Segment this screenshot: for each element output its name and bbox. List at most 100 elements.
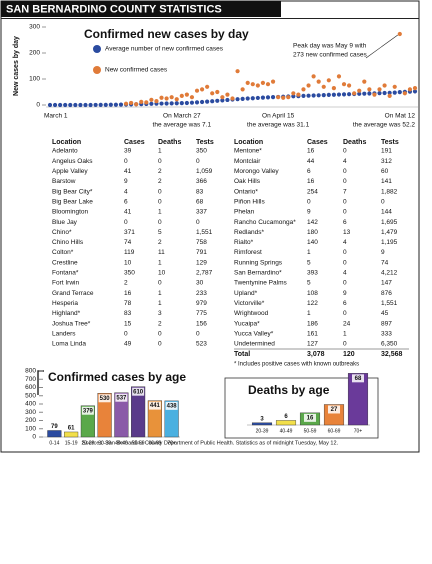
x-tick-label: On Mat 12 <box>385 113 416 120</box>
point <box>352 91 357 96</box>
point <box>326 78 331 83</box>
cell: 1 <box>158 300 162 307</box>
point <box>326 92 331 98</box>
cell: Yucaipa* <box>234 320 260 327</box>
x-tick-label: March 1 <box>44 113 68 120</box>
point <box>194 88 200 93</box>
x-tick-label: On March 27 <box>163 113 201 120</box>
point <box>336 74 342 79</box>
annotation: the average was 7.1 <box>153 122 212 129</box>
cell: Undetermined <box>234 341 275 348</box>
y-tick-label: 300 <box>29 24 40 31</box>
cell: 0 <box>124 219 128 226</box>
point <box>118 102 124 107</box>
cell: Rimforest <box>234 249 262 256</box>
y-tick-label: 200 <box>25 417 36 424</box>
bracket <box>37 370 44 395</box>
point <box>286 95 291 100</box>
point <box>88 102 93 108</box>
value-label: 68 <box>355 376 362 382</box>
cell: Barstow <box>52 178 76 185</box>
point <box>245 96 250 101</box>
point <box>281 95 286 100</box>
cell: Phelan <box>234 209 255 216</box>
cell: 0 <box>196 158 200 165</box>
cell: 791 <box>196 249 207 256</box>
column-header: Location <box>52 139 81 146</box>
point <box>205 84 210 89</box>
column-header: Cases <box>124 139 145 146</box>
point <box>331 92 336 97</box>
cell: 0 <box>158 188 162 195</box>
cell: 254 <box>307 188 318 195</box>
cell: 2,787 <box>196 270 213 277</box>
point <box>179 93 184 98</box>
point <box>154 99 159 104</box>
point <box>73 102 78 108</box>
point <box>341 82 347 87</box>
legend-dot <box>93 66 101 74</box>
cell: 10 <box>158 270 166 277</box>
cell: 10 <box>124 259 132 266</box>
cell: Colton* <box>52 249 74 256</box>
cell: 1,195 <box>381 239 398 246</box>
cell: 0 <box>158 198 162 205</box>
cell: 2 <box>158 168 162 175</box>
cell: Adelanto <box>52 148 78 155</box>
cell: 0 <box>343 178 347 185</box>
cell: 2 <box>158 239 162 246</box>
cell: 1 <box>158 148 162 155</box>
chart-title: Deaths by age <box>248 383 330 397</box>
point <box>159 95 164 100</box>
point <box>139 99 144 104</box>
cell: Chino Hills <box>52 239 84 246</box>
point <box>311 74 316 79</box>
cell: 0 <box>343 168 347 175</box>
cell: 45 <box>381 310 389 317</box>
point <box>331 86 336 91</box>
point <box>250 96 255 101</box>
cell: Running Springs <box>234 259 283 266</box>
point <box>63 102 68 108</box>
point <box>164 96 169 101</box>
point <box>199 99 205 105</box>
point <box>199 87 205 92</box>
cell: 6,350 <box>381 341 398 348</box>
column-header: Deaths <box>158 139 181 146</box>
x-tick-label: 40-49 <box>115 440 128 446</box>
cell: 16 <box>307 148 315 155</box>
cell: 350 <box>196 148 207 155</box>
cell: 144 <box>381 209 392 216</box>
cell: 41 <box>124 209 132 216</box>
point <box>397 90 402 95</box>
cell: 876 <box>381 290 392 297</box>
y-tick-label: 100 <box>29 76 40 83</box>
label-box <box>352 374 364 383</box>
x-tick-label: 15-19 <box>65 440 78 446</box>
label-box <box>81 406 94 415</box>
total-cell: 32,568 <box>381 351 403 358</box>
point <box>362 79 367 84</box>
point <box>306 93 311 98</box>
point <box>412 86 418 91</box>
cell: 127 <box>307 341 318 348</box>
point <box>169 101 174 106</box>
x-tick-label: 50-59 <box>304 428 317 434</box>
point <box>210 91 215 96</box>
bar <box>147 400 162 438</box>
cell: 4,212 <box>381 270 398 277</box>
total-cell: Total <box>234 351 250 358</box>
cell: Morongo Valley <box>234 168 279 175</box>
cell: 0 <box>124 330 128 337</box>
cell: 74 <box>124 239 132 246</box>
cell: Loma Linda <box>52 341 86 348</box>
bar <box>347 373 369 426</box>
point <box>179 101 184 106</box>
point <box>377 91 382 96</box>
cell: Highland* <box>52 310 81 317</box>
cell: 9 <box>307 209 311 216</box>
cell: 30 <box>196 280 204 287</box>
cell: 1,882 <box>381 188 398 195</box>
cell: Hesperia <box>52 300 78 307</box>
cell: 141 <box>381 178 392 185</box>
